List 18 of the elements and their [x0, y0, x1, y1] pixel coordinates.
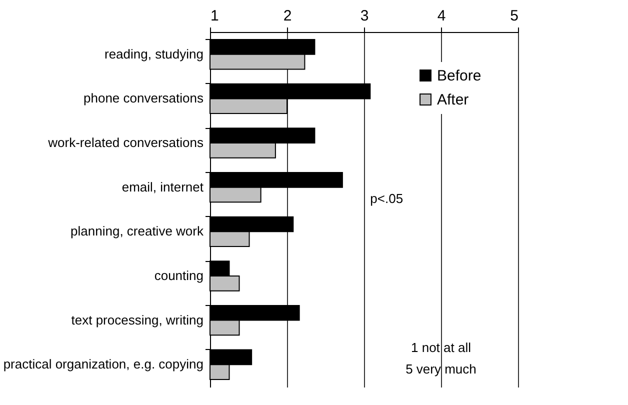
y-tick-label: reading, studying [104, 46, 204, 62]
y-tick-label: practical organization, e.g. copying [3, 356, 204, 372]
y-tick-label: text processing, writing [71, 312, 204, 328]
y-tick-label: counting [154, 268, 204, 283]
x-tick-label: 2 [283, 8, 292, 24]
annotation: 5 very much [406, 361, 476, 376]
y-tick-label: planning, creative work [70, 224, 204, 239]
x-tick-label: 1 [210, 8, 219, 24]
annotation: 1 not at all [411, 340, 472, 355]
x-tick-label: 3 [360, 8, 369, 24]
x-tick-label: 5 [510, 8, 518, 24]
annotation: p<.05 [370, 190, 404, 206]
y-tick-label: phone conversations [84, 90, 204, 106]
legend-label: After [437, 92, 469, 108]
y-tick-label: email, internet [122, 179, 204, 194]
y-tick-label: work-related conversations [47, 135, 204, 150]
legend-label: Before [437, 68, 482, 84]
x-tick-label: 4 [437, 8, 446, 24]
